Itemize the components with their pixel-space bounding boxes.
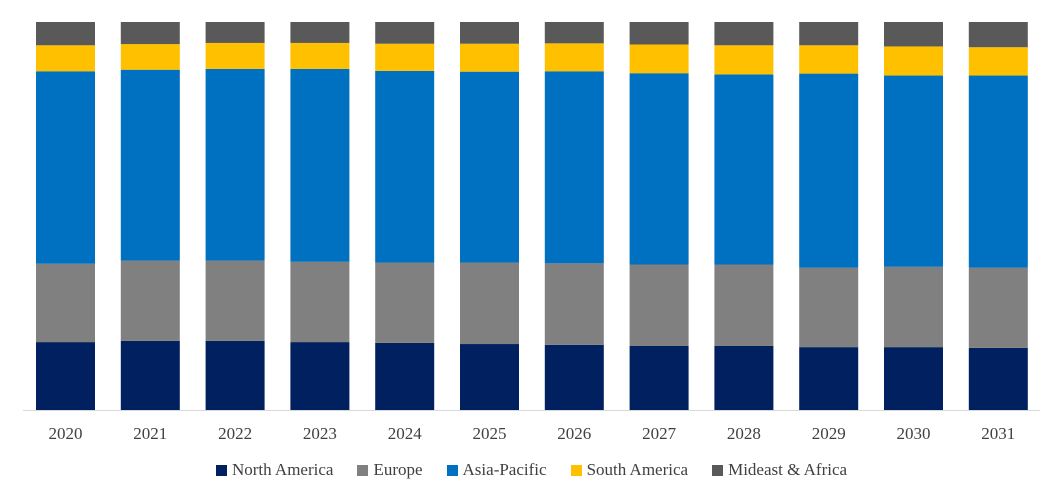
legend: North America Europe Asia-Pacific South Ame… [0,460,1063,480]
legend-swatch [570,464,582,476]
bar-2022-south-america [205,42,265,69]
bar-2024-mideast-africa [375,22,435,44]
legend-label: Mideast & Africa [728,460,848,479]
bar-2027-mideast-africa [629,22,689,45]
legend-item-north-america: North America [215,460,334,480]
bar-2030-mideast-africa [884,22,943,47]
bar-2020-south-america [36,45,95,72]
bar-2021-south-america [120,44,180,70]
x-tick-label-2022: 2022 [218,424,252,443]
bar-2020-europe [36,263,95,343]
bar-2022-north-america [205,340,265,410]
x-tick-label-2026: 2026 [557,424,591,443]
legend-item-asia-pacific: Asia-Pacific [446,460,547,480]
stacked-bar-chart: 2020 2021 2022 2023 2024 2025 2026 2027 2028 2029… [23,22,1040,443]
x-tick-label-2021: 2021 [133,424,167,443]
bar-2031-asia-pacific [968,75,1028,268]
bar-2030-asia-pacific [884,75,943,267]
bar-2029-europe [799,267,859,348]
bar-2020-north-america [36,342,95,410]
bar-2024-europe [375,262,435,343]
x-tick-label-2027: 2027 [642,424,677,443]
legend-swatch [446,464,458,476]
x-tick-label-2029: 2029 [812,424,846,443]
bar-2021-north-america [120,340,180,410]
legend-item-europe: Europe [357,460,423,480]
bar-2022-europe [205,260,265,341]
bar-2026-europe [544,263,604,345]
x-tick-labels: 2020 2021 2022 2023 2024 2025 2026 2027 2028 2029… [49,424,1016,443]
legend-label: South America [586,460,689,479]
legend-label: Europe [373,460,423,479]
bar-2029-mideast-africa [799,22,859,46]
bar-2027-south-america [629,44,689,74]
bar-2029-asia-pacific [799,73,859,268]
bar-2028-mideast-africa [714,22,774,46]
x-tick-label-2020: 2020 [49,424,83,443]
bar-2027-europe [629,264,689,346]
bar-2023-europe [290,261,350,343]
bar-2023-south-america [290,42,350,69]
legend-label: North America [231,460,334,479]
bar-2021-mideast-africa [120,22,180,45]
bar-2024-asia-pacific [375,70,435,263]
bar-2026-south-america [544,43,604,72]
legend-swatch [712,464,724,476]
bar-2025-north-america [460,344,519,410]
bar-2029-south-america [799,45,859,74]
bar-2027-north-america [629,345,689,410]
bar-2021-asia-pacific [120,69,180,261]
x-tick-label-2028: 2028 [727,424,761,443]
x-tick-label-2030: 2030 [897,424,931,443]
bar-2021-europe [120,260,180,341]
legend-label: Asia-Pacific [462,460,547,479]
legend-item-south-america: South America [570,460,689,480]
bar-2023-mideast-africa [290,22,350,43]
legend-swatch [357,464,369,476]
x-tick-label-2023: 2023 [303,424,337,443]
bar-2026-asia-pacific [544,71,604,264]
x-tick-label-2031: 2031 [981,424,1015,443]
bar-2023-north-america [290,342,350,410]
bar-2028-asia-pacific [714,74,774,265]
bars-group [36,22,1028,410]
bar-2024-south-america [375,43,435,71]
bar-2023-asia-pacific [290,68,350,262]
bar-2028-north-america [714,345,774,410]
bar-2031-north-america [968,347,1028,410]
bar-2026-north-america [544,344,604,410]
bar-2030-north-america [884,347,943,410]
x-tick-label-2024: 2024 [388,424,423,443]
bar-2031-south-america [968,47,1028,76]
bar-2025-mideast-africa [460,22,519,44]
bar-2030-south-america [884,46,943,76]
bar-2028-south-america [714,45,774,75]
legend-swatch [215,464,227,476]
bar-2031-europe [968,267,1028,348]
bar-2030-europe [884,266,943,348]
bar-2025-south-america [460,43,519,72]
bar-2027-asia-pacific [629,73,689,265]
bar-2020-asia-pacific [36,71,95,264]
bar-2026-mideast-africa [544,22,604,44]
bar-2029-north-america [799,347,859,410]
bar-2022-asia-pacific [205,68,265,261]
bar-2022-mideast-africa [205,22,265,43]
bar-2024-north-america [375,342,435,410]
bar-2020-mideast-africa [36,22,95,46]
bar-2028-europe [714,264,774,346]
bar-2031-mideast-africa [968,22,1028,48]
bar-2025-europe [460,262,519,345]
bar-2025-asia-pacific [460,71,519,263]
x-tick-label-2025: 2025 [473,424,507,443]
legend-item-mideast-africa: Mideast & Africa [712,460,847,480]
